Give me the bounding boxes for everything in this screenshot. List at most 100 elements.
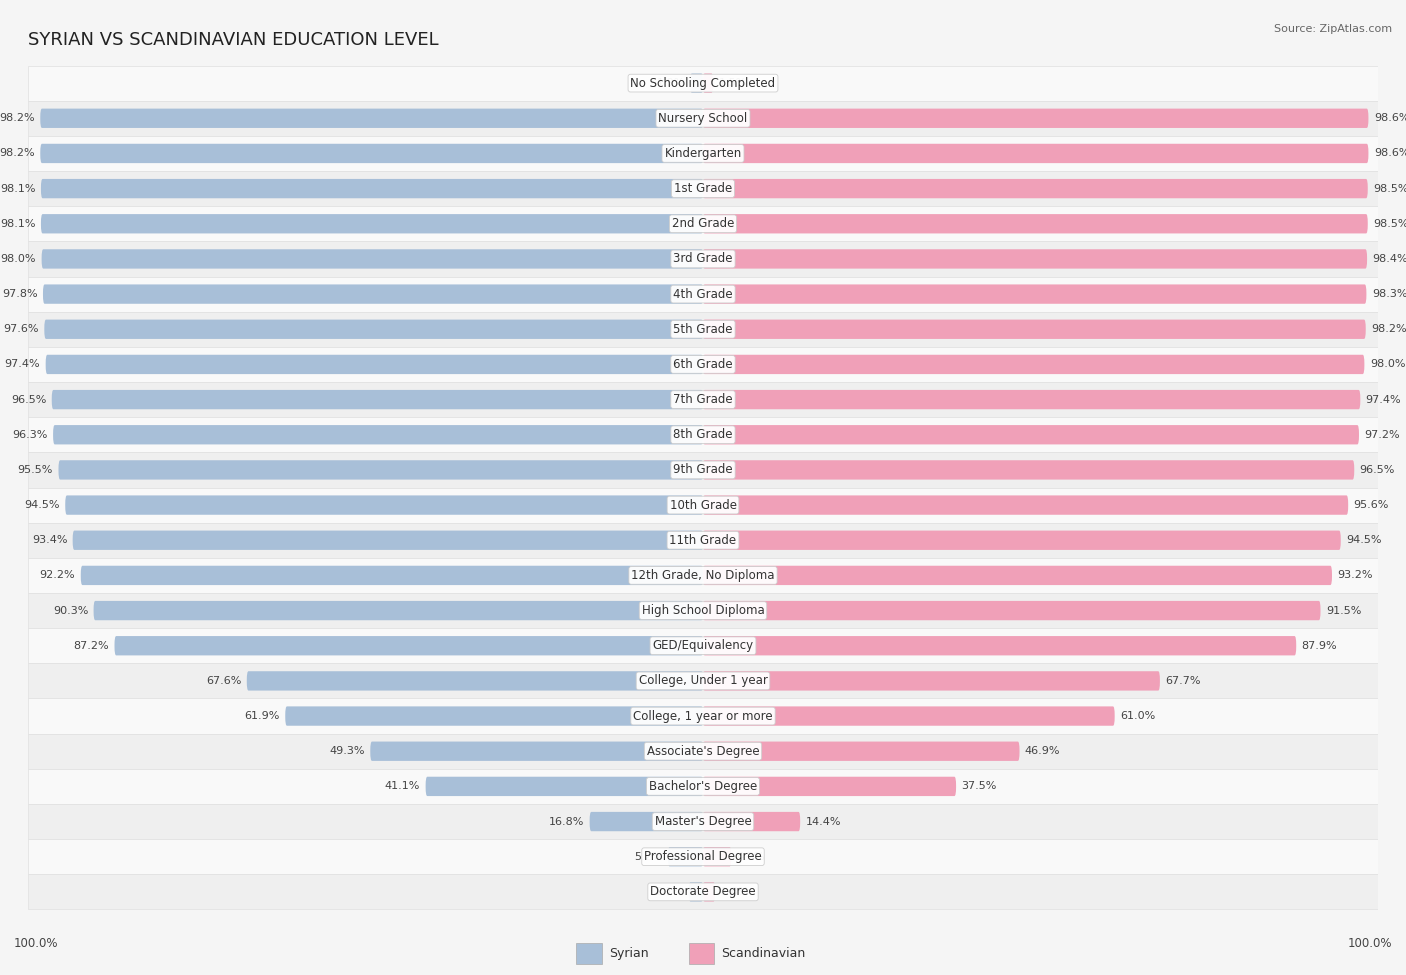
FancyBboxPatch shape [703,108,1368,128]
Text: Source: ZipAtlas.com: Source: ZipAtlas.com [1274,24,1392,34]
Text: 98.5%: 98.5% [1374,183,1406,194]
Text: High School Diploma: High School Diploma [641,604,765,617]
FancyBboxPatch shape [703,742,1019,760]
FancyBboxPatch shape [426,777,703,796]
FancyBboxPatch shape [41,108,703,128]
FancyBboxPatch shape [28,839,1378,875]
FancyBboxPatch shape [689,882,703,902]
Text: 97.4%: 97.4% [4,360,41,370]
FancyBboxPatch shape [703,636,1296,655]
Text: 96.5%: 96.5% [1360,465,1395,475]
FancyBboxPatch shape [28,875,1378,910]
Text: 94.5%: 94.5% [1346,535,1382,545]
FancyBboxPatch shape [28,206,1378,242]
Text: 100.0%: 100.0% [1347,937,1392,951]
FancyBboxPatch shape [28,136,1378,171]
Text: 1.9%: 1.9% [657,78,685,88]
Text: 98.2%: 98.2% [0,113,35,123]
Text: 8th Grade: 8th Grade [673,428,733,442]
FancyBboxPatch shape [690,73,703,93]
Text: 100.0%: 100.0% [14,937,59,951]
Text: 95.5%: 95.5% [18,465,53,475]
FancyBboxPatch shape [589,812,703,832]
FancyBboxPatch shape [28,65,1378,100]
FancyBboxPatch shape [28,242,1378,277]
Text: No Schooling Completed: No Schooling Completed [630,77,776,90]
FancyBboxPatch shape [28,733,1378,769]
FancyBboxPatch shape [28,698,1378,733]
Text: 67.6%: 67.6% [207,676,242,685]
Text: College, 1 year or more: College, 1 year or more [633,710,773,722]
Text: Nursery School: Nursery School [658,112,748,125]
Text: 98.2%: 98.2% [1371,325,1406,334]
Text: 94.5%: 94.5% [24,500,60,510]
FancyBboxPatch shape [28,593,1378,628]
Text: 87.9%: 87.9% [1302,641,1337,650]
Text: Master's Degree: Master's Degree [655,815,751,828]
FancyBboxPatch shape [52,390,703,409]
Text: 16.8%: 16.8% [548,816,585,827]
Text: 97.8%: 97.8% [1,290,38,299]
Text: 10th Grade: 10th Grade [669,498,737,512]
FancyBboxPatch shape [703,355,1364,374]
FancyBboxPatch shape [703,320,1365,339]
FancyBboxPatch shape [41,143,703,163]
Text: 67.7%: 67.7% [1166,676,1201,685]
FancyBboxPatch shape [703,530,1341,550]
Text: 97.4%: 97.4% [1365,395,1402,405]
Text: 98.1%: 98.1% [0,218,35,229]
FancyBboxPatch shape [703,285,1367,304]
FancyBboxPatch shape [28,663,1378,698]
FancyBboxPatch shape [80,566,703,585]
Text: SYRIAN VS SCANDINAVIAN EDUCATION LEVEL: SYRIAN VS SCANDINAVIAN EDUCATION LEVEL [28,30,439,49]
FancyBboxPatch shape [703,73,713,93]
Text: 98.1%: 98.1% [0,183,35,194]
FancyBboxPatch shape [45,355,703,374]
FancyBboxPatch shape [28,523,1378,558]
Text: Bachelor's Degree: Bachelor's Degree [650,780,756,793]
FancyBboxPatch shape [28,382,1378,417]
Text: 98.3%: 98.3% [1372,290,1406,299]
FancyBboxPatch shape [703,250,1367,268]
Text: 4.2%: 4.2% [737,852,765,862]
Text: 12th Grade, No Diploma: 12th Grade, No Diploma [631,568,775,582]
Text: 95.6%: 95.6% [1354,500,1389,510]
Text: 98.5%: 98.5% [1374,218,1406,229]
Text: 93.4%: 93.4% [32,535,67,545]
Text: Doctorate Degree: Doctorate Degree [650,885,756,898]
Text: 98.6%: 98.6% [1374,148,1406,159]
Text: 2.1%: 2.1% [655,887,683,897]
Text: 41.1%: 41.1% [385,781,420,792]
FancyBboxPatch shape [45,320,703,339]
FancyBboxPatch shape [28,804,1378,839]
Text: 96.5%: 96.5% [11,395,46,405]
Text: GED/Equivalency: GED/Equivalency [652,640,754,652]
FancyBboxPatch shape [703,214,1368,233]
FancyBboxPatch shape [703,777,956,796]
Text: 37.5%: 37.5% [962,781,997,792]
Text: 87.2%: 87.2% [73,641,110,650]
FancyBboxPatch shape [28,769,1378,804]
FancyBboxPatch shape [703,566,1331,585]
Text: College, Under 1 year: College, Under 1 year [638,675,768,687]
Text: 98.0%: 98.0% [1369,360,1405,370]
FancyBboxPatch shape [73,530,703,550]
FancyBboxPatch shape [370,742,703,760]
FancyBboxPatch shape [114,636,703,655]
Text: 9th Grade: 9th Grade [673,463,733,477]
FancyBboxPatch shape [59,460,703,480]
FancyBboxPatch shape [285,707,703,725]
FancyBboxPatch shape [703,425,1360,445]
Text: 91.5%: 91.5% [1326,605,1361,615]
FancyBboxPatch shape [28,488,1378,523]
Text: 1.5%: 1.5% [718,78,747,88]
FancyBboxPatch shape [703,179,1368,198]
Text: 98.0%: 98.0% [1,254,37,264]
Text: 98.2%: 98.2% [0,148,35,159]
FancyBboxPatch shape [703,143,1368,163]
Text: 97.6%: 97.6% [3,325,39,334]
Text: 1st Grade: 1st Grade [673,182,733,195]
Text: 46.9%: 46.9% [1025,746,1060,757]
Text: 61.9%: 61.9% [245,711,280,722]
FancyBboxPatch shape [703,707,1115,725]
